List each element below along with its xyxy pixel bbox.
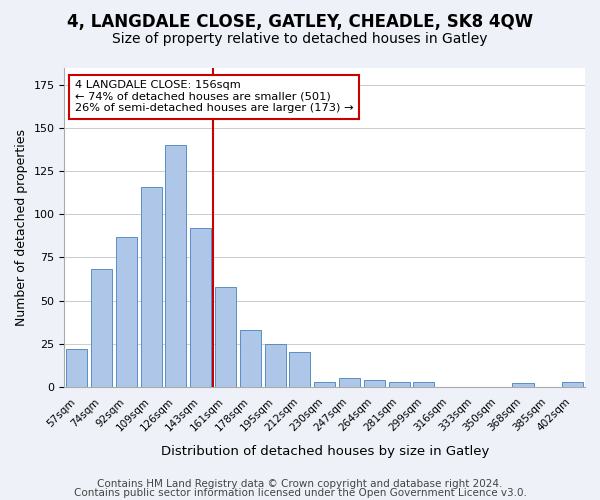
Bar [389,382,410,387]
Bar [364,380,385,387]
Text: Contains HM Land Registry data © Crown copyright and database right 2024.: Contains HM Land Registry data © Crown c… [97,479,503,489]
X-axis label: Distribution of detached houses by size in Gatley: Distribution of detached houses by size … [161,444,489,458]
Bar [66,349,88,387]
Bar [190,228,211,387]
Bar [413,382,434,387]
Bar [140,186,162,387]
Bar [215,286,236,387]
Text: 4, LANGDALE CLOSE, GATLEY, CHEADLE, SK8 4QW: 4, LANGDALE CLOSE, GATLEY, CHEADLE, SK8 … [67,12,533,30]
Bar [562,382,583,387]
Bar [289,352,310,387]
Bar [339,378,360,387]
Bar [116,236,137,387]
Text: 4 LANGDALE CLOSE: 156sqm
← 74% of detached houses are smaller (501)
26% of semi-: 4 LANGDALE CLOSE: 156sqm ← 74% of detach… [75,80,353,114]
Y-axis label: Number of detached properties: Number of detached properties [15,128,28,326]
Bar [512,384,533,387]
Bar [166,145,187,387]
Text: Size of property relative to detached houses in Gatley: Size of property relative to detached ho… [112,32,488,46]
Bar [91,270,112,387]
Bar [265,344,286,387]
Bar [314,382,335,387]
Bar [240,330,261,387]
Text: Contains public sector information licensed under the Open Government Licence v3: Contains public sector information licen… [74,488,526,498]
